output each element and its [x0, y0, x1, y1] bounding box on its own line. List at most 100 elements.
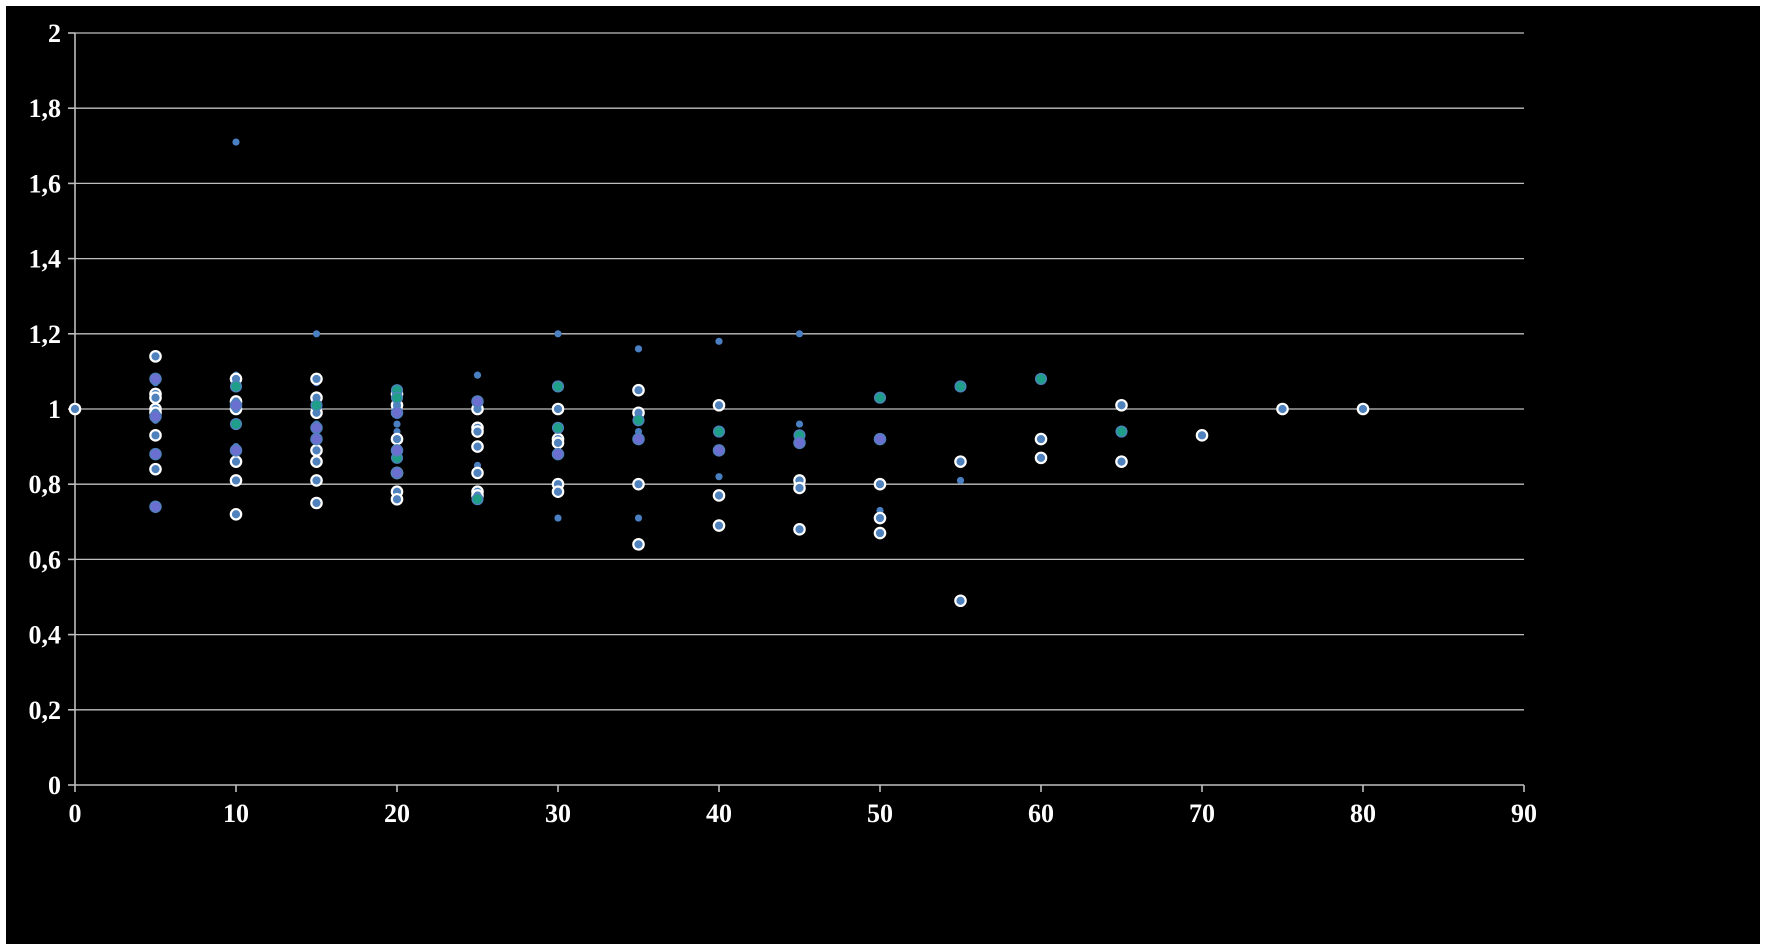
data-point	[954, 380, 967, 393]
data-point	[632, 538, 645, 551]
data-point	[149, 350, 162, 363]
data-point	[310, 372, 323, 386]
y-tick-label: 0	[48, 771, 61, 800]
data-point	[229, 507, 243, 521]
data-point	[310, 421, 323, 435]
data-point	[393, 420, 401, 428]
data-point	[1276, 402, 1289, 416]
data-point	[954, 455, 967, 468]
x-tick-label: 90	[1511, 799, 1537, 828]
data-point	[1034, 432, 1048, 446]
data-point	[390, 492, 404, 506]
data-point	[310, 474, 323, 487]
data-point	[390, 432, 404, 446]
x-tick-label: 30	[545, 799, 571, 828]
data-point	[471, 466, 484, 480]
data-point	[632, 477, 645, 491]
data-point	[793, 436, 806, 450]
y-tick-label: 2	[48, 19, 61, 48]
data-point	[149, 391, 162, 405]
data-point	[795, 420, 804, 428]
data-point	[310, 432, 323, 446]
data-point	[632, 432, 645, 446]
y-tick-label: 1,6	[29, 169, 62, 198]
data-point	[715, 473, 723, 481]
data-point	[1115, 425, 1128, 438]
data-point	[471, 395, 484, 408]
data-point	[310, 399, 323, 412]
data-point	[793, 523, 806, 536]
data-point	[149, 462, 162, 476]
data-point	[551, 402, 565, 416]
data-point	[795, 330, 804, 338]
data-point	[873, 526, 887, 540]
data-point	[793, 481, 806, 495]
data-point	[149, 410, 162, 423]
data-point	[551, 447, 565, 461]
data-point	[473, 371, 482, 379]
data-point	[229, 380, 243, 393]
data-point	[229, 398, 243, 412]
y-tick-label: 1,8	[29, 94, 62, 123]
x-tick-label: 80	[1350, 799, 1376, 828]
data-point	[149, 500, 162, 514]
data-point	[390, 406, 404, 420]
data-point	[229, 455, 243, 468]
data-point	[551, 380, 565, 393]
chart-frame: 0 0,2 0,4 0,6 0,8 1 1,2 1,4 1,6 1,8 2 0 10 20 30 40 50 60…	[6, 6, 1760, 944]
data-point	[873, 432, 887, 446]
y-tick-label: 1,2	[29, 320, 62, 349]
data-point	[310, 496, 323, 510]
data-point	[956, 476, 965, 485]
x-tick-label: 70	[1189, 799, 1215, 828]
data-point	[873, 391, 887, 404]
scatter-chart: 00,20,40,60,811,21,41,61,820 10 20 30 40 50 60…	[29, 19, 1538, 828]
data-point	[149, 372, 162, 386]
data-point	[551, 485, 565, 499]
x-tick-label: 10	[223, 799, 249, 828]
data-point	[1115, 455, 1128, 468]
data-point	[873, 511, 887, 525]
data-point	[712, 444, 726, 457]
data-point	[312, 330, 321, 338]
data-point	[554, 330, 562, 338]
data-point	[712, 489, 726, 502]
data-point	[712, 519, 726, 532]
x-tick-label: 40	[706, 799, 732, 828]
data-point	[873, 477, 887, 491]
data-point	[1034, 451, 1048, 465]
data-point	[232, 138, 240, 146]
y-tick-label: 0,8	[29, 470, 62, 499]
x-tick-label: 50	[867, 799, 893, 828]
data-point	[68, 402, 82, 416]
data-point	[551, 436, 565, 450]
data-point	[634, 345, 643, 353]
x-tick-label: 20	[384, 799, 410, 828]
data-point	[712, 398, 726, 412]
data-point	[954, 594, 967, 608]
data-point	[1195, 429, 1209, 442]
data-point	[634, 514, 643, 522]
y-tick-label: 0,6	[29, 545, 62, 574]
data-point	[229, 444, 243, 457]
data-point	[712, 425, 726, 438]
data-point	[715, 337, 723, 345]
data-point	[1034, 372, 1048, 385]
x-tick-label: 0	[69, 799, 82, 828]
data-point	[149, 429, 162, 442]
data-point	[390, 466, 404, 480]
data-point	[471, 493, 484, 506]
data-point	[471, 440, 484, 453]
data-point	[1356, 402, 1370, 416]
data-point	[551, 421, 565, 434]
y-tick-label: 0,4	[29, 621, 62, 650]
data-point	[310, 444, 323, 457]
data-point	[1115, 398, 1128, 412]
data-point	[310, 455, 323, 468]
data-point	[149, 447, 162, 461]
data-point	[229, 474, 243, 487]
data-point	[390, 391, 404, 404]
x-tick-label: 60	[1028, 799, 1054, 828]
data-point	[390, 444, 404, 457]
data-point	[632, 414, 645, 427]
